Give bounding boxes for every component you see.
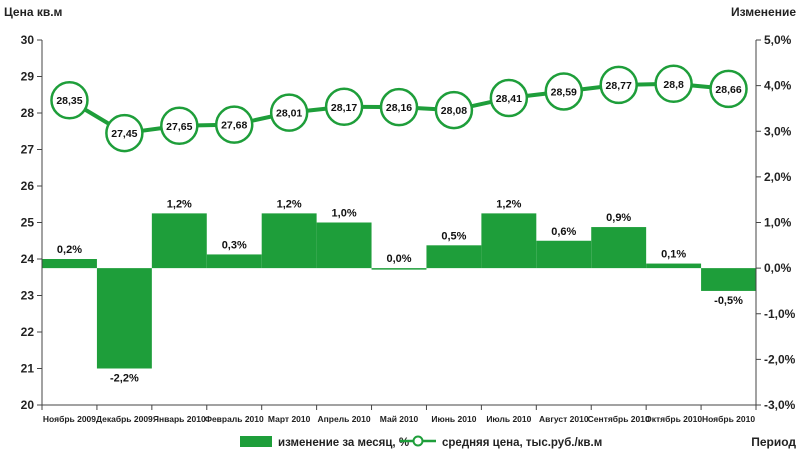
line-series: 28,35 27,45 27,65 27,68 28,01 28,17 28,16 28,08… (50, 64, 748, 153)
x-axis-title: Период (751, 435, 796, 449)
line-point (489, 78, 529, 118)
line-point (50, 80, 89, 120)
bar (426, 245, 482, 269)
bar (206, 254, 262, 269)
bar-data-label: 1,2% (167, 198, 192, 210)
y-left-tick-label: 20 (21, 398, 35, 412)
axes: 20 21 22 23 24 25 26 27 28 29 30 -3,0% -2,0% -1,0% 0,0… (21, 33, 796, 424)
x-tick-label: Ноябрь 2009 (43, 414, 96, 424)
x-tick-label: Февраль 2010 (205, 414, 264, 424)
y-left-tick-label: 30 (21, 33, 35, 47)
legend-bar-swatch (240, 436, 272, 447)
line-point-label: 28,01 (276, 108, 302, 120)
bar (261, 213, 317, 269)
y-left-axis-title: Цена кв.м (4, 5, 63, 19)
line-point (324, 87, 364, 127)
bar (371, 268, 427, 270)
line-point-label: 28,16 (386, 102, 412, 114)
bar-data-label: 1,2% (277, 198, 302, 210)
y-left-tick-label: 21 (21, 362, 35, 376)
x-tick-label: Октябрь 2010 (645, 414, 702, 424)
bar (536, 240, 592, 269)
line-point-label: 28,66 (715, 84, 741, 96)
y-left-tick-label: 24 (21, 252, 35, 266)
bar-data-label: 0,6% (551, 226, 576, 238)
line-point-label: 28,77 (606, 80, 632, 92)
bar-data-label: -0,5% (714, 295, 743, 307)
bar (701, 268, 756, 291)
bar-data-label: 0,5% (441, 230, 466, 242)
line-point-label: 27,68 (221, 120, 247, 132)
y-right-tick-label: -3,0% (764, 398, 796, 412)
bar (42, 259, 97, 269)
line-point (379, 87, 419, 127)
bar (96, 268, 152, 369)
line-point-label: 28,35 (56, 95, 82, 107)
x-tick-label: Август 2010 (539, 414, 589, 424)
x-tick-label: Сентябрь 2010 (588, 414, 650, 424)
line-point (654, 64, 693, 104)
y-right-tick-label: 2,0% (764, 170, 792, 184)
x-tick-label: Июнь 2010 (431, 414, 476, 424)
y-right-tick-label: 3,0% (764, 124, 792, 138)
y-right-tick-label: -1,0% (764, 307, 796, 321)
line-point-label: 28,8 (663, 79, 684, 91)
x-tick-label: Март 2010 (268, 414, 311, 424)
y-right-axis-title: Изменение (731, 5, 796, 19)
bar-data-label: 1,0% (332, 208, 357, 220)
line-point-label: 28,41 (496, 93, 522, 105)
y-left-tick-label: 23 (21, 289, 35, 303)
bar (316, 222, 372, 269)
y-left-tick-label: 22 (21, 325, 35, 339)
x-tick-label: Декабрь 2009 (96, 414, 153, 424)
bar-data-label: 0,3% (222, 239, 247, 251)
line-point-label: 27,45 (111, 128, 137, 140)
bar (591, 227, 647, 269)
line-point (214, 105, 254, 144)
line-point (105, 113, 144, 153)
x-tick-label: Апрель 2010 (318, 414, 371, 424)
line-point (709, 69, 748, 109)
y-left-tick-label: 29 (21, 70, 35, 84)
bar-series: 0,2% -2,2% 1,2% 0,3% 1,2% 1,0% 0,0% 0,5% 1,2% 0,6… (42, 198, 756, 385)
bar-data-label: -2,2% (110, 373, 139, 385)
bar (481, 213, 537, 269)
line-point-label: 28,59 (551, 86, 577, 98)
y-left-tick-label: 28 (21, 106, 35, 120)
legend-bar-label: изменение за месяц, % (278, 437, 409, 449)
x-tick-label: Ноябрь 2010 (702, 414, 755, 424)
bar-data-label: 0,9% (606, 212, 631, 224)
line-point (269, 93, 309, 132)
bar (646, 263, 702, 269)
y-right-tick-label: 1,0% (764, 216, 792, 230)
line-point-label: 28,17 (331, 102, 357, 114)
bar-data-label: 0,0% (386, 253, 411, 265)
y-right-tick-label: 5,0% (764, 33, 792, 47)
legend-line-label: средняя цена, тыс.руб./кв.м (442, 437, 602, 449)
x-tick-label: Январь 2010 (153, 414, 206, 424)
bar-data-label: 1,2% (496, 198, 521, 210)
line-point (544, 72, 584, 111)
line-point-label: 27,65 (166, 121, 192, 133)
y-left-tick-label: 27 (21, 143, 35, 157)
y-right-tick-label: -2,0% (764, 352, 796, 366)
legend-line-marker (412, 435, 424, 447)
line-point (160, 106, 199, 146)
x-tick-label: Июль 2010 (486, 414, 531, 424)
y-right-tick-label: 0,0% (764, 261, 792, 275)
y-right-tick-label: 4,0% (764, 79, 792, 93)
x-tick-label: Май 2010 (380, 414, 419, 424)
bar-data-label: 0,2% (57, 244, 82, 256)
legend: изменение за месяц, % средняя цена, тыс.… (240, 435, 602, 449)
line-point (434, 90, 474, 130)
line-point (599, 65, 638, 105)
bar-data-label: 0,1% (661, 249, 686, 261)
y-left-tick-label: 25 (21, 216, 35, 230)
line-point-label: 28,08 (441, 105, 467, 117)
y-left-tick-label: 26 (21, 179, 35, 193)
bar (151, 213, 207, 269)
